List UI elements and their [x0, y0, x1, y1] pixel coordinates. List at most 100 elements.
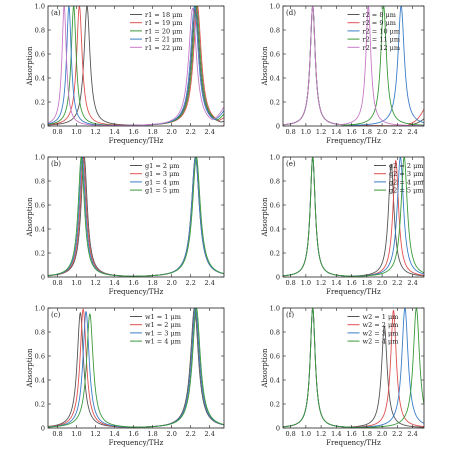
series-line — [283, 6, 424, 126]
y-tick-label: 0.6 — [35, 352, 45, 360]
legend-entry: w1 = 4 μm — [145, 338, 181, 346]
y-tick-label: 0 — [276, 273, 280, 281]
x-tick-label: 1.2 — [90, 279, 100, 287]
plot-frame — [282, 156, 425, 278]
x-tick-label: 1.0 — [301, 128, 311, 136]
y-tick-label: 0.2 — [270, 98, 280, 106]
plot-frame — [47, 307, 225, 429]
legend-entry: g2 = 4 μm — [389, 178, 423, 186]
x-tick-label: 1.6 — [128, 128, 138, 136]
chart-panel: 0.8 1.0 1.2 1.4 1.6 1.8 2.0 2.2 2.4 0 0.2 0.4 0.6 0.8… — [261, 153, 425, 296]
x-tick-label: 1.0 — [71, 430, 81, 438]
y-tick-label: 0.4 — [270, 74, 280, 82]
x-tick-label: 1.2 — [90, 128, 100, 136]
legend-entry: r1 = 20 μm — [145, 27, 183, 35]
y-tick-label: 0.8 — [270, 328, 280, 336]
y-tick-label: 0.8 — [35, 328, 45, 336]
panel-label: (d) — [286, 9, 296, 17]
legend-entry: w1 = 1 μm — [145, 313, 181, 321]
series-group — [283, 308, 424, 428]
chart-panel: 0.8 1.0 1.2 1.4 1.6 1.8 2.0 2.2 2.4 0 0.2 0.4 0.6 0.8… — [26, 304, 225, 447]
x-tick-label: 1.4 — [331, 279, 341, 287]
x-tick-label: 2.4 — [407, 430, 417, 438]
legend-entry: r2 = 9 μm — [363, 19, 396, 27]
x-tick-label: 2.4 — [205, 430, 215, 438]
x-tick-label: 2.2 — [392, 279, 402, 287]
y-tick-label: 0.6 — [270, 50, 280, 58]
x-axis-label: Frequency/THz — [109, 137, 164, 145]
x-tick-label: 2.0 — [167, 128, 177, 136]
y-tick-label: 0 — [41, 424, 45, 432]
y-tick-label: 1.0 — [35, 304, 45, 312]
series-line — [48, 308, 224, 428]
y-tick-label: 1.0 — [270, 2, 280, 10]
y-tick-label: 0.8 — [35, 177, 45, 185]
legend-entry: w2 = 2 μm — [363, 321, 399, 329]
x-tick-label: 2.4 — [407, 128, 417, 136]
plot-frame — [47, 5, 225, 127]
chart-panel: 0.8 1.0 1.2 1.4 1.6 1.8 2.0 2.2 2.4 0 0.2 0.4 0.6 0.8… — [26, 153, 225, 296]
y-tick-label: 1.0 — [35, 153, 45, 161]
series-line — [283, 308, 424, 428]
y-tick-label: 0.6 — [35, 50, 45, 58]
legend-entry: g2 = 5 μm — [389, 187, 423, 195]
legend-entry: g2 = 3 μm — [389, 170, 423, 178]
legend-entry: g1 = 4 μm — [145, 178, 179, 186]
x-axis-label: Frequency/THz — [326, 288, 381, 296]
y-tick-label: 0.2 — [35, 400, 45, 408]
y-axis-label: Absorption — [26, 197, 34, 237]
y-tick-label: 0 — [276, 424, 280, 432]
x-tick-label: 1.2 — [316, 430, 326, 438]
x-tick-label: 2.4 — [407, 279, 417, 287]
legend-entry: r1 = 19 μm — [145, 19, 183, 27]
y-tick-label: 0.4 — [35, 74, 45, 82]
legend-entry: r2 = 10 μm — [363, 27, 401, 35]
y-tick-label: 0 — [41, 273, 45, 281]
series-line — [48, 157, 224, 277]
x-tick-label: 1.2 — [316, 128, 326, 136]
plot-frame — [282, 5, 425, 127]
legend-entry: r2 = 8 μm — [363, 11, 396, 19]
x-tick-label: 1.6 — [346, 128, 356, 136]
legend-entry: r2 = 12 μm — [363, 44, 401, 52]
y-tick-label: 0.4 — [35, 225, 45, 233]
series-group — [283, 6, 424, 126]
chart-panel: 0.8 1.0 1.2 1.4 1.6 1.8 2.0 2.2 2.4 0 0.2 0.4 0.6 0.8… — [26, 2, 225, 145]
x-tick-label: 1.8 — [362, 279, 372, 287]
chart-panel: 0.8 1.0 1.2 1.4 1.6 1.8 2.0 2.2 2.4 0 0.2 0.4 0.6 0.8… — [261, 2, 425, 145]
y-axis-label: Absorption — [261, 348, 269, 388]
panel-label: (c) — [51, 311, 61, 319]
plot-frame — [282, 307, 425, 429]
y-tick-label: 1.0 — [35, 2, 45, 10]
x-tick-label: 1.4 — [109, 430, 119, 438]
x-tick-label: 1.4 — [331, 430, 341, 438]
legend-entry: w1 = 3 μm — [145, 329, 181, 337]
y-tick-label: 0 — [41, 122, 45, 130]
x-tick-label: 2.4 — [205, 279, 215, 287]
x-tick-label: 1.0 — [301, 430, 311, 438]
legend-entry: r1 = 18 μm — [145, 11, 183, 19]
legend-entry: g1 = 2 μm — [145, 162, 179, 170]
x-tick-label: 1.0 — [301, 279, 311, 287]
x-tick-label: 0.8 — [52, 279, 62, 287]
legend-entry: g1 = 5 μm — [145, 187, 179, 195]
y-axis-label: Absorption — [261, 197, 269, 237]
legend-entry: g2 = 2 μm — [389, 162, 423, 170]
x-tick-label: 1.8 — [362, 128, 372, 136]
x-tick-label: 1.2 — [316, 279, 326, 287]
y-tick-label: 0.8 — [35, 26, 45, 34]
series-line — [283, 308, 424, 428]
legend-entry: r1 = 22 μm — [145, 44, 183, 52]
x-tick-label: 1.8 — [147, 279, 157, 287]
x-tick-label: 2.0 — [377, 128, 387, 136]
x-tick-label: 1.6 — [128, 430, 138, 438]
y-tick-label: 0 — [276, 122, 280, 130]
y-tick-label: 0.2 — [35, 98, 45, 106]
series-group — [48, 308, 224, 428]
x-axis-label: Frequency/THz — [109, 439, 164, 447]
x-tick-label: 0.8 — [52, 128, 62, 136]
y-tick-label: 0.2 — [270, 249, 280, 257]
x-tick-label: 1.8 — [362, 430, 372, 438]
